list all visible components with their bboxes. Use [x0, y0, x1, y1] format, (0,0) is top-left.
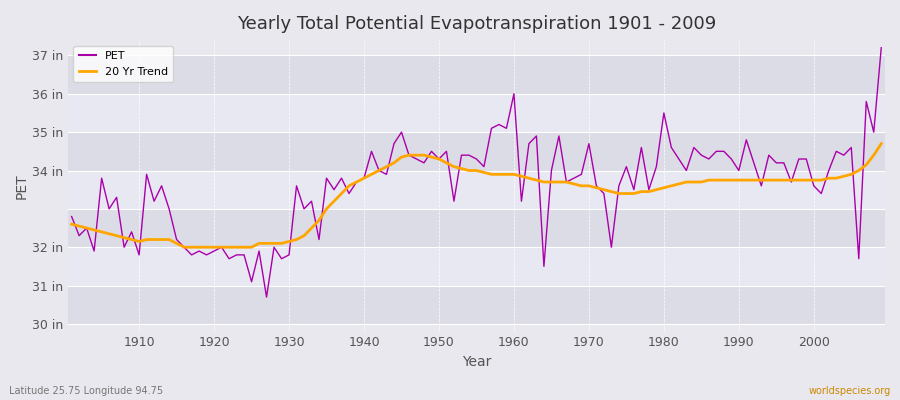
Text: Latitude 25.75 Longitude 94.75: Latitude 25.75 Longitude 94.75: [9, 386, 163, 396]
Bar: [68, 56, 885, 94]
Bar: [68, 209, 885, 247]
Bar: [68, 94, 885, 132]
Bar: [68, 247, 885, 286]
Title: Yearly Total Potential Evapotranspiration 1901 - 2009: Yearly Total Potential Evapotranspiratio…: [237, 15, 716, 33]
X-axis label: Year: Year: [462, 355, 491, 369]
Text: worldspecies.org: worldspecies.org: [809, 386, 891, 396]
Bar: [68, 132, 885, 170]
Bar: [68, 170, 885, 209]
Y-axis label: PET: PET: [15, 173, 29, 199]
Bar: [68, 286, 885, 324]
Legend: PET, 20 Yr Trend: PET, 20 Yr Trend: [74, 46, 173, 82]
